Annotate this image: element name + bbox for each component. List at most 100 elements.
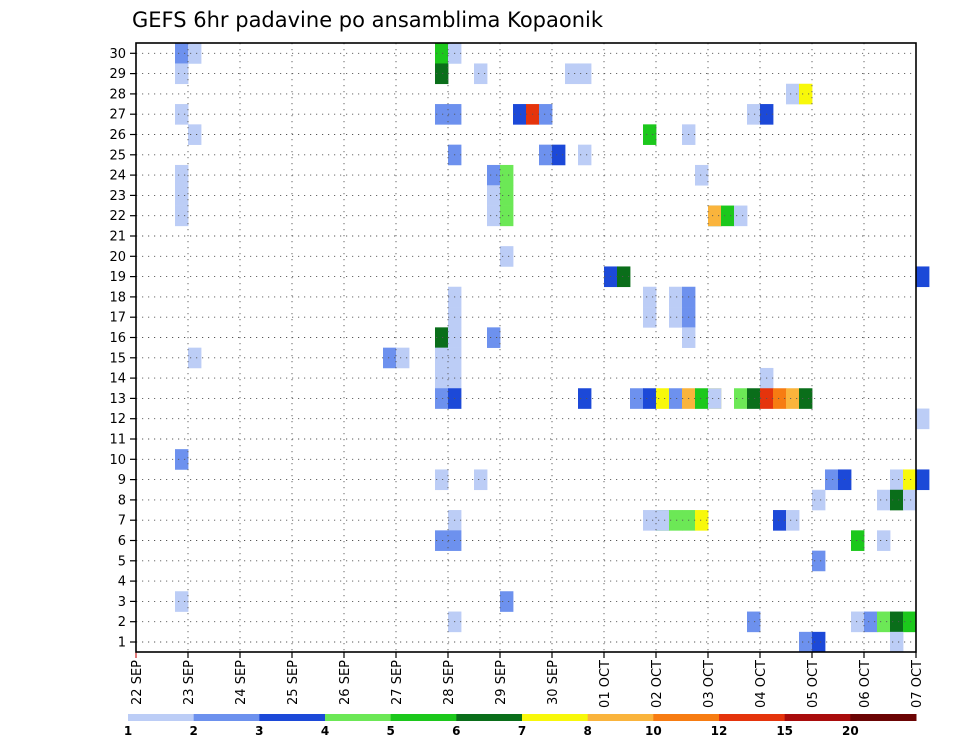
y-tick-label: 21 — [109, 230, 126, 245]
x-tick-label: 03 OCT — [702, 660, 717, 708]
precip-cell — [916, 408, 930, 430]
precip-cell — [903, 611, 917, 633]
y-tick-labels: 1234567891011121314151617181920212223242… — [109, 47, 136, 651]
colorbar-swatch — [456, 714, 523, 721]
chart-title: GEFS 6hr padavine po ansamblima Kopaonik — [132, 8, 604, 32]
y-tick-label: 27 — [109, 108, 126, 123]
y-tick-label: 7 — [118, 514, 126, 529]
precip-cell — [643, 124, 657, 145]
precip-cell — [487, 164, 501, 186]
precip-cell — [500, 164, 514, 186]
precip-cell — [474, 63, 488, 85]
precip-cell — [630, 388, 644, 409]
precip-cell — [539, 104, 553, 125]
y-tick-label: 13 — [109, 392, 126, 407]
colorbar: 1 2 3 4 5 6 7 8 10 12 15 20 — [124, 714, 917, 738]
y-tick-label: 11 — [109, 433, 126, 448]
y-tick-label: 22 — [109, 209, 126, 224]
precip-cell — [175, 43, 189, 64]
y-tick-label: 10 — [109, 453, 126, 468]
precip-cell — [513, 104, 527, 125]
precip-cell — [383, 347, 397, 369]
y-tick-label: 29 — [109, 67, 126, 82]
colorbar-label: 1 — [124, 724, 132, 738]
colorbar-label: 3 — [255, 724, 263, 738]
precip-cell — [773, 388, 787, 409]
precip-cell — [487, 205, 501, 227]
precip-cell — [578, 144, 592, 166]
colorbar-swatch — [390, 714, 457, 721]
y-tick-label: 30 — [109, 47, 126, 62]
precip-cell — [903, 489, 917, 511]
colorbar-label: 8 — [583, 724, 591, 738]
precip-cell — [734, 205, 748, 227]
precip-cell — [656, 510, 670, 531]
precip-cell — [188, 124, 202, 145]
y-tick-label: 20 — [109, 250, 126, 265]
x-tick-label: 04 OCT — [754, 660, 769, 708]
grid-layer — [136, 43, 916, 652]
precip-cell — [643, 307, 657, 328]
colorbar-label: 4 — [321, 724, 329, 738]
precip-cell — [799, 83, 813, 105]
precip-cell — [747, 388, 761, 409]
precip-cell — [500, 246, 514, 267]
precip-cell — [617, 266, 631, 288]
y-tick-label: 16 — [109, 331, 126, 346]
precip-cell — [695, 510, 709, 531]
precip-cell — [916, 266, 930, 288]
precip-cell — [695, 388, 709, 409]
precip-cell — [890, 631, 904, 653]
x-tick-label: 06 OCT — [858, 660, 873, 708]
precip-cell — [825, 469, 839, 491]
x-tick-label: 29 SEP — [494, 660, 509, 705]
precip-cell — [435, 327, 449, 348]
x-tick-label: 07 OCT — [910, 660, 925, 708]
colorbar-swatch — [653, 714, 720, 721]
precip-cell — [175, 63, 189, 85]
precip-cell — [435, 347, 449, 369]
precip-cell — [734, 388, 748, 409]
precip-cell — [435, 367, 449, 389]
x-tick-label: 30 SEP — [546, 660, 561, 705]
y-tick-label: 1 — [118, 636, 126, 651]
x-tick-label: 24 SEP — [234, 660, 249, 705]
precip-cell — [500, 185, 514, 206]
precip-cell — [786, 83, 800, 105]
precip-cell — [786, 510, 800, 531]
precip-cell — [175, 104, 189, 125]
x-tick-label: 23 SEP — [182, 660, 197, 705]
precip-cell — [643, 286, 657, 308]
colorbar-label: 6 — [452, 724, 460, 738]
precip-cell — [175, 591, 189, 612]
precip-cell — [435, 43, 449, 64]
precip-cell — [539, 144, 553, 166]
precip-cell — [175, 185, 189, 206]
precip-cell — [903, 469, 917, 491]
precip-cell — [747, 611, 761, 633]
colorbar-label: 20 — [842, 724, 859, 738]
cells-layer — [175, 43, 930, 653]
y-tick-label: 28 — [109, 87, 126, 102]
precip-cell — [656, 388, 670, 409]
precip-cell — [669, 510, 683, 531]
x-tick-label: 05 OCT — [806, 660, 821, 708]
precip-cell — [175, 164, 189, 186]
precip-cell — [396, 347, 410, 369]
y-tick-label: 17 — [109, 311, 126, 326]
precip-cell — [188, 347, 202, 369]
precip-cell — [435, 469, 449, 491]
precip-cell — [435, 104, 449, 125]
colorbar-swatch — [128, 714, 195, 721]
colorbar-swatch — [784, 714, 851, 721]
precip-cell — [812, 631, 826, 653]
precip-cell — [175, 449, 189, 470]
y-tick-label: 6 — [118, 534, 126, 549]
y-tick-label: 19 — [109, 270, 126, 285]
x-tick-labels: 22 SEP 23 SEP 24 SEP 25 SEP 26 SEP 27 SEP 28 S… — [130, 652, 925, 708]
colorbar-swatch — [259, 714, 326, 721]
precip-cell — [669, 307, 683, 328]
y-tick-label: 24 — [109, 169, 126, 184]
precip-cell — [669, 286, 683, 308]
